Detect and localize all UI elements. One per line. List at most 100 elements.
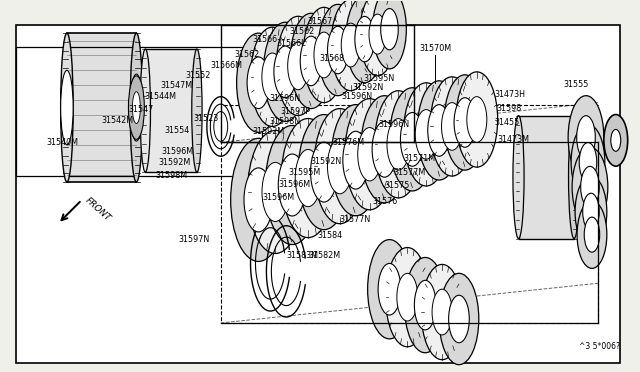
Ellipse shape (244, 168, 273, 232)
Text: 31540M: 31540M (46, 138, 78, 147)
Ellipse shape (282, 119, 335, 238)
Text: 31598: 31598 (496, 104, 521, 113)
Bar (145, 49, 197, 172)
Ellipse shape (417, 81, 461, 180)
Text: 31554: 31554 (164, 126, 189, 135)
Ellipse shape (310, 142, 337, 202)
Ellipse shape (298, 115, 350, 230)
Ellipse shape (129, 76, 145, 140)
Ellipse shape (414, 280, 436, 330)
Ellipse shape (404, 257, 446, 353)
Text: 31566: 31566 (253, 35, 278, 44)
Ellipse shape (264, 22, 307, 122)
Text: 31596N: 31596N (341, 92, 372, 101)
Ellipse shape (430, 77, 474, 176)
Ellipse shape (385, 247, 429, 347)
Ellipse shape (331, 0, 371, 91)
Ellipse shape (439, 273, 479, 365)
Text: 31576M: 31576M (333, 138, 365, 147)
Ellipse shape (355, 16, 374, 62)
Text: 31568: 31568 (319, 54, 344, 64)
Bar (16, 47, 262, 176)
Text: 31583M: 31583M (286, 251, 318, 260)
Ellipse shape (378, 263, 401, 315)
Text: 31598M: 31598M (155, 171, 187, 180)
Ellipse shape (456, 72, 498, 167)
Ellipse shape (367, 240, 412, 339)
Ellipse shape (303, 7, 345, 103)
Text: 31547: 31547 (129, 105, 154, 114)
Text: 31596N: 31596N (269, 94, 301, 103)
Ellipse shape (568, 116, 580, 238)
Ellipse shape (611, 129, 621, 151)
Ellipse shape (568, 96, 604, 179)
Text: 31596M: 31596M (278, 180, 310, 189)
Text: 31473H: 31473H (494, 90, 525, 99)
Ellipse shape (274, 46, 296, 98)
Bar (67, 33, 136, 182)
Text: ^3 5*006?: ^3 5*006? (579, 342, 620, 351)
Text: 31597N: 31597N (179, 235, 209, 244)
Ellipse shape (314, 109, 365, 224)
Ellipse shape (328, 26, 348, 74)
Text: 31555: 31555 (563, 80, 589, 89)
Ellipse shape (372, 0, 406, 69)
Ellipse shape (579, 142, 596, 182)
Ellipse shape (132, 92, 140, 124)
Ellipse shape (61, 70, 73, 145)
Text: 31455: 31455 (494, 118, 519, 127)
Text: 31566L: 31566L (276, 39, 306, 48)
Text: 31575: 31575 (385, 182, 410, 190)
Ellipse shape (421, 264, 463, 360)
Text: 31576: 31576 (373, 198, 398, 206)
Ellipse shape (343, 131, 369, 189)
Ellipse shape (214, 112, 228, 141)
Ellipse shape (403, 83, 449, 186)
Text: 31595N: 31595N (363, 74, 394, 83)
Ellipse shape (266, 125, 319, 244)
Ellipse shape (300, 36, 322, 86)
Ellipse shape (454, 98, 476, 147)
Ellipse shape (328, 138, 352, 194)
Text: 31552: 31552 (185, 71, 211, 80)
Ellipse shape (428, 105, 451, 156)
Text: 31570M: 31570M (419, 44, 451, 52)
Text: 31562: 31562 (289, 27, 315, 36)
Text: 31597P: 31597P (280, 107, 310, 116)
Ellipse shape (582, 193, 599, 230)
Ellipse shape (575, 176, 607, 247)
Text: 31584: 31584 (317, 231, 342, 240)
Ellipse shape (248, 131, 303, 253)
Ellipse shape (192, 49, 202, 172)
Ellipse shape (361, 96, 408, 203)
Ellipse shape (290, 13, 332, 109)
Ellipse shape (513, 116, 524, 238)
Text: 31596M: 31596M (262, 193, 294, 202)
Ellipse shape (381, 9, 398, 50)
Text: 31596M: 31596M (161, 147, 193, 156)
Ellipse shape (130, 33, 143, 182)
Ellipse shape (572, 147, 608, 227)
Text: 31595M: 31595M (288, 168, 320, 177)
Ellipse shape (61, 33, 73, 182)
Ellipse shape (360, 0, 396, 76)
Ellipse shape (449, 295, 469, 343)
Ellipse shape (580, 166, 599, 208)
Text: 31567: 31567 (307, 17, 333, 26)
Ellipse shape (250, 27, 294, 126)
Text: FRONT: FRONT (84, 196, 113, 224)
Ellipse shape (444, 75, 486, 170)
Ellipse shape (372, 121, 397, 177)
Ellipse shape (397, 273, 418, 321)
Text: 31547M: 31547M (160, 81, 192, 90)
Ellipse shape (278, 154, 306, 216)
Text: 31592N: 31592N (310, 157, 342, 166)
Ellipse shape (318, 4, 358, 96)
Ellipse shape (415, 110, 437, 159)
Ellipse shape (401, 112, 424, 166)
Ellipse shape (577, 116, 595, 159)
Ellipse shape (247, 57, 270, 109)
Text: 31566M: 31566M (211, 61, 243, 70)
Bar (518, 116, 574, 238)
Ellipse shape (314, 32, 334, 78)
